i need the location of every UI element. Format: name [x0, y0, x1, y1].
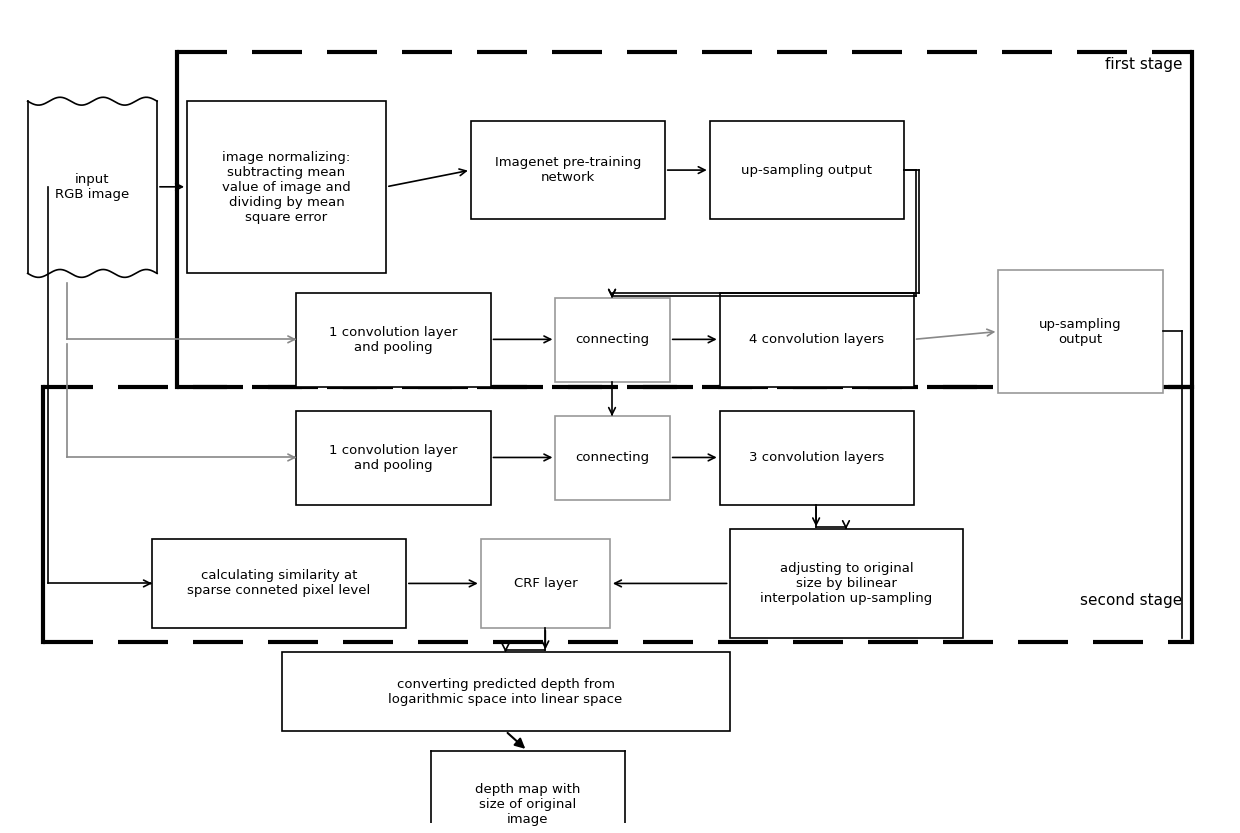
- Text: converting predicted depth from
logarithmic space into linear space: converting predicted depth from logarith…: [388, 678, 622, 706]
- Text: image normalizing:
subtracting mean
value of image and
dividing by mean
square e: image normalizing: subtracting mean valu…: [222, 151, 351, 224]
- FancyBboxPatch shape: [281, 652, 729, 731]
- Text: input
RGB image: input RGB image: [56, 173, 129, 202]
- FancyBboxPatch shape: [556, 416, 670, 500]
- Text: up-sampling output: up-sampling output: [742, 163, 872, 177]
- Text: second stage: second stage: [1080, 593, 1183, 608]
- FancyBboxPatch shape: [296, 412, 491, 505]
- FancyBboxPatch shape: [719, 293, 914, 387]
- Text: calculating similarity at
sparse conneted pixel level: calculating similarity at sparse connete…: [187, 570, 371, 597]
- Text: depth map with
size of original
image: depth map with size of original image: [475, 783, 580, 826]
- Text: connecting: connecting: [575, 333, 650, 347]
- Text: CRF layer: CRF layer: [513, 577, 577, 590]
- FancyBboxPatch shape: [471, 121, 665, 219]
- Text: 1 convolution layer
and pooling: 1 convolution layer and pooling: [330, 444, 458, 472]
- FancyBboxPatch shape: [719, 412, 914, 505]
- FancyBboxPatch shape: [556, 298, 670, 382]
- FancyBboxPatch shape: [729, 529, 963, 637]
- Text: 3 convolution layers: 3 convolution layers: [749, 451, 884, 465]
- FancyBboxPatch shape: [153, 539, 405, 628]
- FancyBboxPatch shape: [187, 101, 386, 273]
- Text: first stage: first stage: [1105, 57, 1183, 72]
- Text: connecting: connecting: [575, 451, 650, 465]
- Text: adjusting to original
size by bilinear
interpolation up-sampling: adjusting to original size by bilinear i…: [760, 562, 932, 605]
- FancyBboxPatch shape: [998, 271, 1163, 393]
- Text: up-sampling
output: up-sampling output: [1039, 318, 1122, 346]
- FancyBboxPatch shape: [481, 539, 610, 628]
- Text: Imagenet pre-training
network: Imagenet pre-training network: [495, 156, 641, 184]
- FancyBboxPatch shape: [296, 293, 491, 387]
- FancyBboxPatch shape: [709, 121, 904, 219]
- Text: 1 convolution layer
and pooling: 1 convolution layer and pooling: [330, 326, 458, 354]
- Text: 4 convolution layers: 4 convolution layers: [749, 333, 884, 347]
